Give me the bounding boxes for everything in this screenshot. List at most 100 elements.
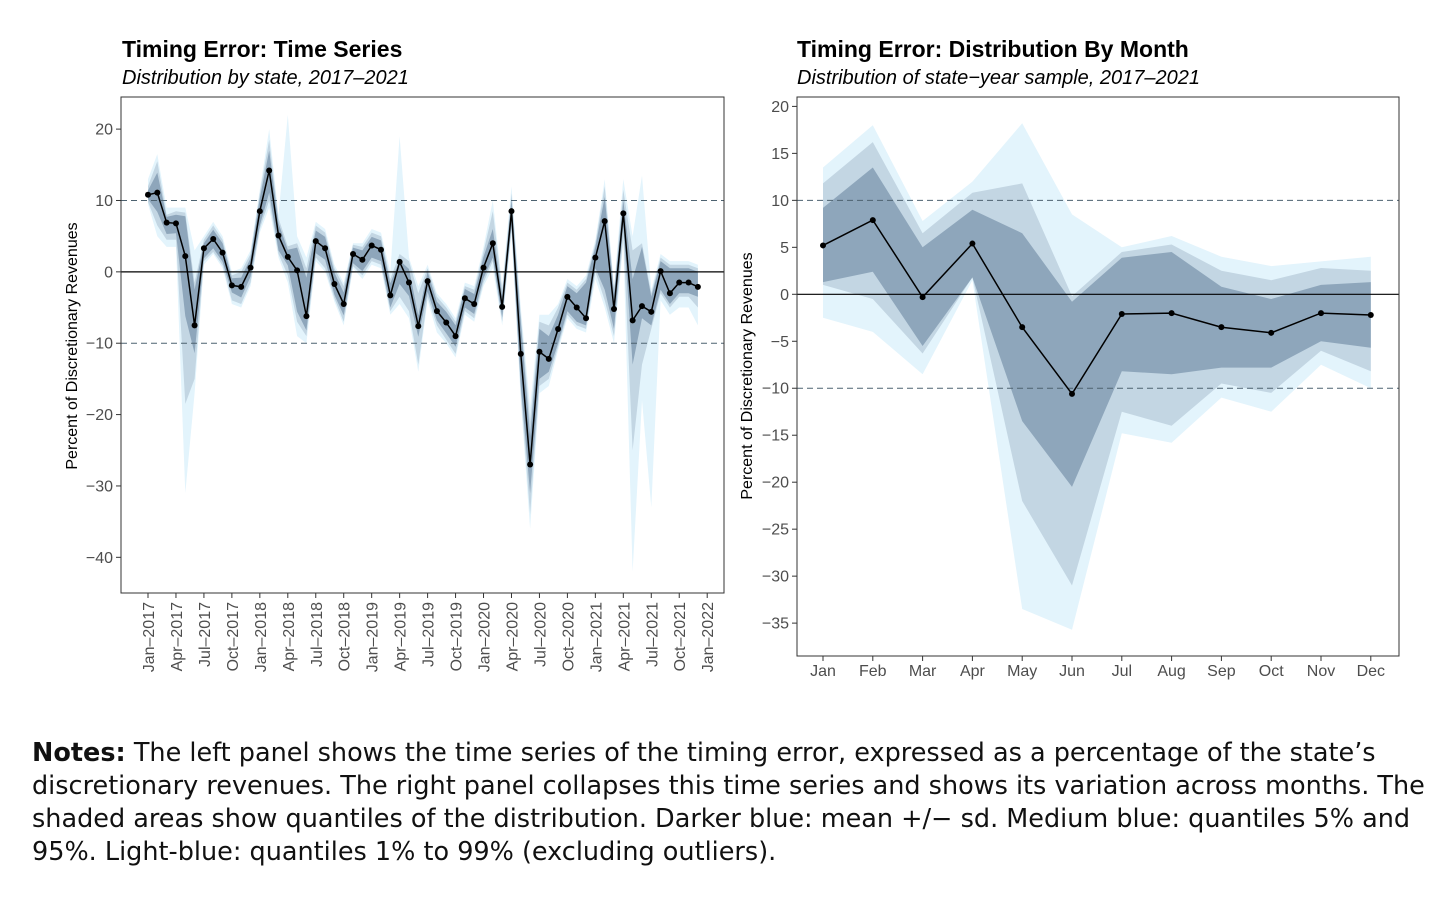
y-tick-label: −25 <box>762 522 789 539</box>
right-x-axis: Jan Feb Mar Apr May Jun Jul Aug Sep Oct Nov Dec <box>810 656 1385 680</box>
mean-point <box>452 333 459 340</box>
x-tick-label: Jul–2021 <box>644 602 661 667</box>
y-tick-label: −5 <box>771 334 789 351</box>
mean-point <box>1268 329 1275 336</box>
mean-line <box>822 219 1371 396</box>
y-tick-label: 20 <box>771 99 789 116</box>
x-tick-label: Apr–2017 <box>169 602 186 671</box>
mean-point <box>489 240 496 247</box>
x-tick-label: Jul–2019 <box>421 602 438 667</box>
mean-point <box>536 348 543 355</box>
x-tick-label: Apr–2020 <box>504 602 521 671</box>
mean-point <box>629 317 636 324</box>
y-tick-label: −35 <box>762 616 789 633</box>
mean-point <box>145 191 151 198</box>
x-tick-label: Oct–2021 <box>672 602 689 671</box>
x-tick-label: May <box>1007 663 1037 680</box>
left-plot-border <box>120 96 725 594</box>
y-tick-label: 20 <box>95 122 113 139</box>
mean-point <box>312 238 319 245</box>
mean-point <box>405 279 412 286</box>
mean-point <box>322 245 329 252</box>
mean-point <box>666 290 673 297</box>
mean-point <box>1168 310 1175 317</box>
y-tick-label: 10 <box>771 193 789 210</box>
band-q1-q99 <box>148 114 698 572</box>
y-tick-label: 15 <box>771 146 789 163</box>
x-tick-label: Jan–2019 <box>365 602 382 672</box>
figure-canvas: Timing Error: Time Series Distribution b… <box>64 36 1400 680</box>
left-panel: Timing Error: Time Series Distribution b… <box>64 36 725 672</box>
x-tick-label: Jul–2017 <box>197 602 214 667</box>
mean-point <box>163 219 170 226</box>
figure-notes: Notes: The left panel shows the time ser… <box>32 737 1432 869</box>
left-chart-subtitle: Distribution by state, 2017–2021 <box>122 67 409 89</box>
mean-point <box>378 246 384 253</box>
right-plot-border <box>796 96 1400 657</box>
mean-point <box>331 280 338 287</box>
right-y-axis-label: Percent of Discretionary Revenues <box>739 252 756 499</box>
mean-point <box>200 245 207 252</box>
notes-text: The left panel shows the time series of … <box>32 738 1425 867</box>
left-reference-lines <box>121 199 724 344</box>
mean-point <box>573 304 580 311</box>
mean-point <box>182 253 189 260</box>
x-tick-label: Jan <box>810 663 836 680</box>
x-tick-label: Jan–2021 <box>588 602 605 672</box>
x-tick-label: Oct–2018 <box>337 602 354 671</box>
mean-point <box>340 300 347 307</box>
y-tick-label: −30 <box>86 478 113 495</box>
mean-point <box>387 292 394 299</box>
mean-point <box>1318 310 1324 317</box>
mean-point <box>527 461 534 468</box>
mean-point <box>611 305 617 312</box>
mean-point <box>545 355 552 362</box>
mean-point <box>508 208 515 215</box>
mean-point <box>694 283 701 290</box>
mean-point <box>238 283 245 290</box>
mean-point <box>256 208 263 215</box>
right-mean-series <box>820 217 1374 397</box>
mean-point <box>210 236 217 243</box>
mean-point <box>592 254 599 261</box>
left-y-axis-label: Percent of Discretionary Revenues <box>64 222 81 469</box>
mean-point <box>1367 311 1374 318</box>
x-tick-label: Apr–2021 <box>616 602 633 671</box>
y-tick-label: −10 <box>762 381 789 398</box>
y-tick-label: −40 <box>86 550 113 567</box>
x-tick-label: Oct–2020 <box>560 602 577 671</box>
mean-point <box>676 279 683 286</box>
x-tick-label: Apr–2018 <box>281 602 298 671</box>
mean-point <box>228 282 235 289</box>
y-tick-label: 0 <box>780 287 789 304</box>
x-tick-label: Aug <box>1157 663 1185 680</box>
mean-point <box>461 295 468 302</box>
x-tick-label: Jan–2017 <box>141 602 158 672</box>
mean-point <box>433 308 440 315</box>
mean-point <box>555 325 562 332</box>
mean-point <box>1019 324 1026 331</box>
x-tick-label: Dec <box>1357 663 1385 680</box>
right-y-axis: 20 15 10 5 0 −5 −10 −15 −20 −25 −30 −35 <box>762 99 797 633</box>
mean-point <box>869 217 876 224</box>
mean-point <box>396 258 403 265</box>
mean-point <box>601 218 608 225</box>
y-tick-label: −20 <box>86 407 113 424</box>
mean-point <box>969 240 976 247</box>
mean-point <box>685 279 692 286</box>
mean-point <box>294 267 301 274</box>
band-mean-sd <box>823 167 1371 487</box>
y-tick-label: −10 <box>86 336 113 353</box>
mean-point <box>517 350 524 357</box>
mean-point <box>154 189 161 196</box>
mean-point <box>638 303 645 310</box>
mean-point <box>247 264 254 271</box>
band-q5-q95 <box>148 139 698 515</box>
x-tick-label: Oct–2019 <box>449 602 466 671</box>
mean-point <box>471 300 478 307</box>
mean-point <box>564 293 571 300</box>
mean-point <box>620 210 627 217</box>
mean-point <box>359 256 366 263</box>
mean-point <box>1218 324 1225 331</box>
mean-point <box>172 220 179 227</box>
